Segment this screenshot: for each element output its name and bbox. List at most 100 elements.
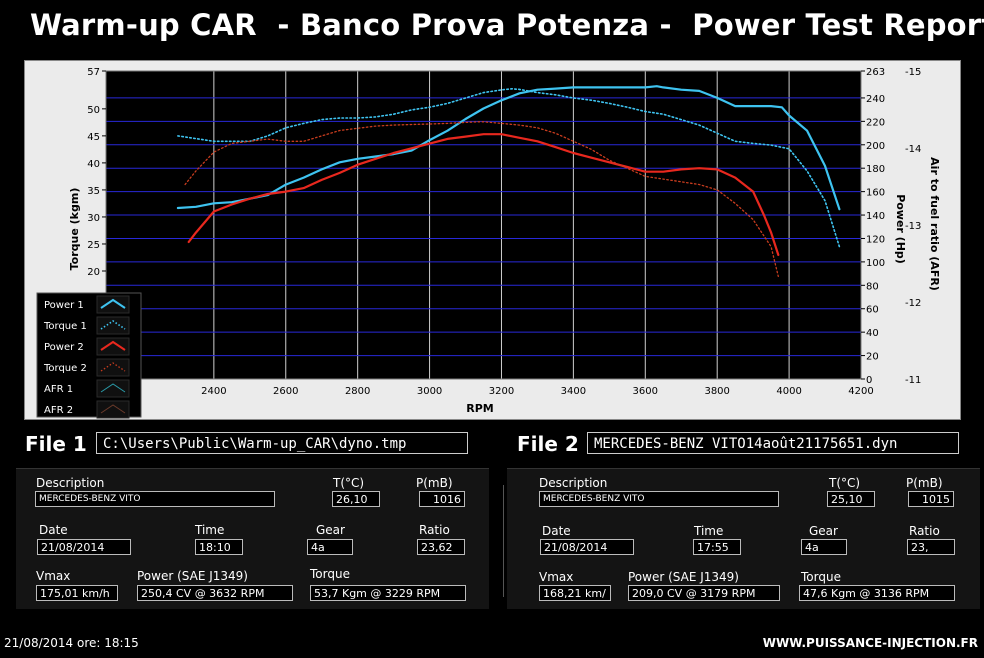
vmax-field[interactable]: 175,01 km/h [36,585,118,601]
legend-swatch [100,320,126,330]
power-tick-label: 100 [866,258,885,269]
torque-label: Torque [310,567,350,581]
date-label: Date [542,524,571,538]
x-tick-label: 4200 [848,386,873,397]
report-title: Warm-up CAR - Banco Prova Potenza - Powe… [30,8,984,42]
time-label: Time [195,523,225,537]
x-tick-label: 4000 [776,386,801,397]
temp-field[interactable]: 25,10 [827,491,875,507]
power-tick-label: 200 [866,141,885,152]
x-tick-label: 2600 [273,386,298,397]
date-field[interactable]: 21/08/2014 [540,539,634,555]
gear-field[interactable]: 4a [307,539,353,555]
torque-label: Torque [801,570,841,584]
temp-field[interactable]: 26,10 [332,491,380,507]
power-label: Power (SAE J1349) [628,570,739,584]
legend-swatch-box [96,295,130,314]
afr-tick-label: -12 [905,298,921,309]
power-tick-label: 180 [866,164,885,175]
power-tick-label: 80 [866,281,879,292]
legend-swatch [100,362,126,372]
torque-tick-label: 35 [87,186,100,197]
afr-tick-label: -15 [905,67,921,78]
power-tick-label: 240 [866,94,885,105]
legend-swatch-box [96,316,130,335]
panel-divider [503,485,504,597]
power-field[interactable]: 209,0 CV @ 3179 RPM [628,585,780,601]
footer-website-link[interactable]: WWW.PUISSANCE-INJECTION.FR [762,636,978,650]
legend-label: Torque 2 [43,363,87,374]
vmax-field[interactable]: 168,21 km/ [539,585,611,601]
date-field[interactable]: 21/08/2014 [37,539,131,555]
y-axis-label-power: Power (Hp) [894,194,907,264]
gear-label: Gear [316,523,345,537]
pressure-field[interactable]: 1015 [908,491,954,507]
gear-field[interactable]: 4a [801,539,847,555]
run2-info-panel: Description MERCEDES-BENZ VITO T(°C) 25,… [507,468,980,609]
run1-info-panel: Description MERCEDES-BENZ VITO T(°C) 26,… [16,468,489,609]
torque-field[interactable]: 53,7 Kgm @ 3229 RPM [310,585,466,601]
time-field[interactable]: 17:55 [693,539,741,555]
afr-tick-label: -13 [905,221,921,232]
legend-swatch [100,340,126,351]
torque-tick-label: 45 [87,132,100,143]
power-tick-label: 160 [866,188,885,199]
x-tick-label: 3800 [704,386,729,397]
series-line-torque-2 [184,121,779,278]
gear-label: Gear [809,524,838,538]
legend-swatch [100,298,126,309]
afr-tick-label: -14 [905,144,921,155]
pressure-field[interactable]: 1016 [419,491,465,507]
y-axis-label-afr: Air to fuel ratio (AFR) [928,157,941,291]
torque-tick-label: 50 [87,105,100,116]
x-axis-label: RPM [466,402,493,415]
ratio-label: Ratio [419,523,450,537]
file1-label: File 1 [25,432,87,456]
series-line-power-2 [187,133,780,256]
ratio-field[interactable]: 23,62 [417,539,465,555]
temp-label: T(°C) [333,476,365,490]
file2-label: File 2 [517,432,579,456]
legend-swatch [100,383,126,393]
x-tick-label: 2400 [201,386,226,397]
legend-label: Torque 1 [43,321,87,332]
file2-path-field[interactable]: MERCEDES-BENZ VITO14août21175651.dyn [587,432,959,454]
ratio-field[interactable]: 23, [907,539,955,555]
description-field[interactable]: MERCEDES-BENZ VITO [539,491,779,507]
power-tick-label: 220 [866,117,885,128]
file1-path-field[interactable]: C:\Users\Public\Warm-up_CAR\dyno.tmp [96,432,468,454]
axis-ticks: 2400 2600 2800 3000 3200 3400 3600 3800 4000 4200… [87,67,921,397]
pressure-label: P(mB) [906,476,943,490]
legend-label: AFR 1 [44,384,73,395]
legend-swatch-box [96,379,130,398]
x-tick-label: 3400 [561,386,586,397]
legend-swatch-box [96,337,130,356]
plot-area [106,71,861,379]
legend-swatch [100,404,126,414]
description-field[interactable]: MERCEDES-BENZ VITO [35,491,275,507]
chart-frame: 2400 2600 2800 3000 3200 3400 3600 3800 4000 4200… [24,60,961,420]
torque-field[interactable]: 47,6 Kgm @ 3136 RPM [799,585,955,601]
x-tick-label: 3000 [417,386,442,397]
legend-swatch-box [96,400,130,419]
power-tick-label: 60 [866,305,879,316]
series-layer [176,85,841,278]
vmax-label: Vmax [36,569,71,583]
power-tick-label: 40 [866,328,879,339]
legend-label: AFR 2 [44,405,73,416]
power-field[interactable]: 250,4 CV @ 3632 RPM [137,585,293,601]
torque-tick-label: 57 [87,67,100,78]
pressure-label: P(mB) [416,476,453,490]
time-field[interactable]: 18:10 [195,539,243,555]
x-tick-label: 3600 [633,386,658,397]
temp-label: T(°C) [829,476,861,490]
x-tick-label: 3200 [489,386,514,397]
power-tick-label: 263 [866,67,885,78]
vmax-label: Vmax [539,570,574,584]
power-label: Power (SAE J1349) [137,569,248,583]
torque-tick-label: 20 [87,267,100,278]
legend-swatch-box [96,358,130,377]
torque-tick-label: 25 [87,240,100,251]
power-tick-label: 120 [866,234,885,245]
description-label: Description [539,476,608,490]
